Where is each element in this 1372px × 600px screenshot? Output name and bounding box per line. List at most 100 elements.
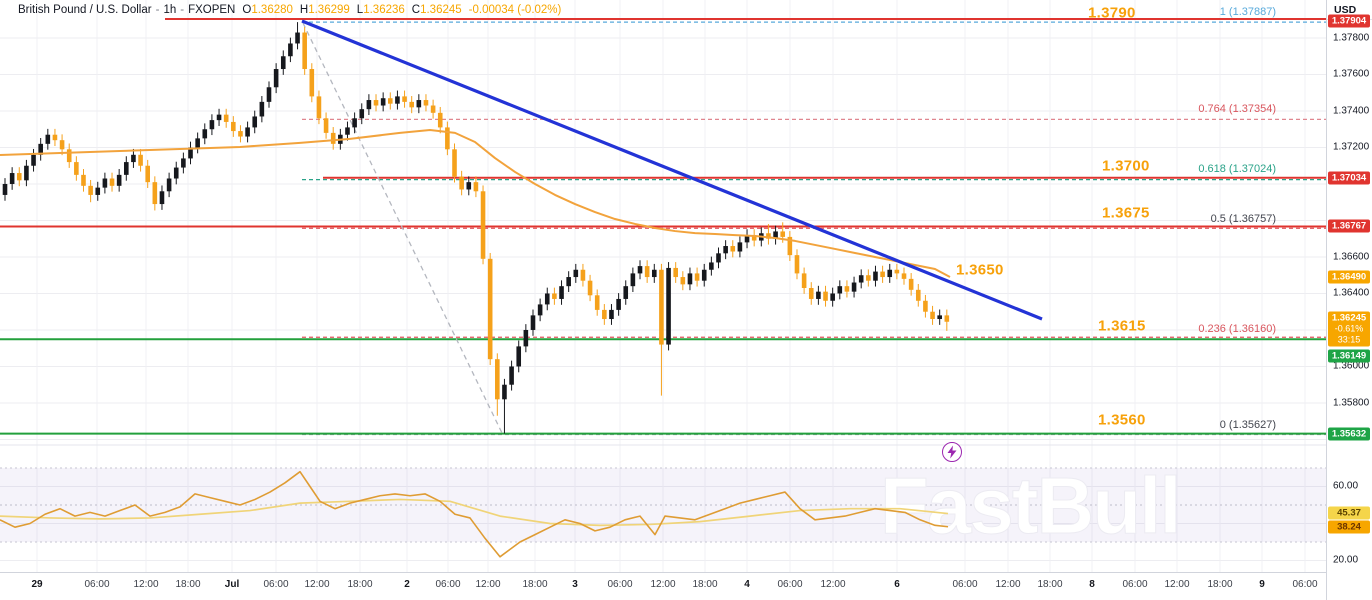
time-axis-tick: 8 <box>1089 579 1095 590</box>
candle-body <box>487 258 493 360</box>
candle-body <box>52 134 58 141</box>
price-axis[interactable]: USD 1.37800 1.37600 1.37400 1.37200 1.36600 1… <box>1326 0 1372 600</box>
candle-body <box>880 271 885 278</box>
candle-body <box>823 291 828 301</box>
time-axis-tick: 18:00 <box>175 579 201 590</box>
time-axis-tick: 12:00 <box>820 579 846 590</box>
candle-body <box>402 96 407 102</box>
candle-body <box>74 162 79 175</box>
symbol-legend: British Pound / U.S. Dollar -1h - FXOPEN O1.… <box>18 4 562 16</box>
fib-level-label: 0.5 (1.36757) <box>1210 213 1276 225</box>
price-axis-badge: 1.36767 <box>1328 219 1370 233</box>
price-level-label: 1.3675 <box>1102 204 1150 222</box>
candle-body <box>580 269 586 281</box>
candle-body <box>587 280 593 296</box>
candle-body <box>416 100 422 108</box>
candle-body <box>280 56 286 70</box>
candle-body <box>131 154 136 163</box>
fib-level-label: 1 (1.37887) <box>1219 6 1276 18</box>
candle-body <box>816 291 821 299</box>
price-level-label: 1.3650 <box>956 261 1004 279</box>
candle-body <box>637 266 643 274</box>
time-axis-tick: 06:00 <box>1292 579 1318 590</box>
candle-body <box>437 112 443 128</box>
candle-body <box>609 309 614 320</box>
economic-event-icon[interactable] <box>942 442 962 462</box>
candle-body <box>623 286 629 299</box>
price-axis-tick: 1.37600 <box>1333 68 1370 80</box>
candle-body <box>944 315 950 322</box>
candle-body <box>651 269 657 278</box>
chart-canvas[interactable]: FastBull <box>0 0 1326 572</box>
candle-body <box>866 275 871 281</box>
price-axis-badge: 1.35632 <box>1328 427 1370 441</box>
candle-body <box>59 140 65 150</box>
candle-body <box>808 288 814 299</box>
fib-level-label: 0.236 (1.36160) <box>1198 323 1276 335</box>
candle-body <box>773 231 778 239</box>
candle-body <box>552 293 557 299</box>
candle-body <box>202 129 208 139</box>
candle-body <box>238 131 243 137</box>
candle-body <box>181 158 186 168</box>
candle-body <box>537 304 543 316</box>
candle-body <box>330 132 336 144</box>
price-axis-tick: 1.37800 <box>1333 32 1370 44</box>
price-badge-subline: -0.61% <box>1334 323 1364 334</box>
candle-body <box>9 173 15 184</box>
time-axis-tick: 06:00 <box>952 579 978 590</box>
candle-body <box>844 286 850 292</box>
candle-body <box>116 174 122 186</box>
candle-body <box>602 309 607 320</box>
candle-body <box>66 149 72 163</box>
time-axis-tick: 12:00 <box>1164 579 1190 590</box>
candle-body <box>887 269 893 278</box>
candle-body <box>395 96 400 104</box>
candle-body <box>937 315 942 320</box>
time-axis-tick: 06:00 <box>263 579 289 590</box>
time-axis-tick: Jul <box>224 579 240 590</box>
time-axis[interactable]: 29 06:00 12:00 18:00 Jul 06:00 12:00 18:00 2 06:0… <box>0 572 1326 600</box>
price-axis-badge: 1.36149 <box>1328 349 1370 363</box>
candle-body <box>694 273 700 281</box>
time-axis-tick: 18:00 <box>1037 579 1063 590</box>
interval-label: 1h <box>163 4 177 16</box>
candle-body <box>81 174 86 186</box>
price-axis-tick: 20.00 <box>1333 554 1359 566</box>
symbol-title: British Pound / U.S. Dollar <box>18 4 152 16</box>
candle-body <box>466 182 472 190</box>
time-axis-tick: 06:00 <box>777 579 803 590</box>
candle-body <box>787 236 793 256</box>
candle-body <box>173 167 179 179</box>
chart-plot-area[interactable]: FastBull British Pound / U.S. Dollar -1h -… <box>0 0 1326 572</box>
candle-body <box>45 134 51 144</box>
candle-body <box>345 127 350 135</box>
candle-body <box>523 329 529 347</box>
candle-body <box>516 346 522 367</box>
candle-body <box>616 298 621 310</box>
candle-body <box>309 69 315 97</box>
candle-body <box>302 32 307 70</box>
time-axis-tick: 12:00 <box>995 579 1021 590</box>
candle-body <box>188 147 193 159</box>
candle-body <box>495 359 500 400</box>
fib-level-label: 0.618 (1.37024) <box>1198 163 1276 175</box>
rsi-line <box>0 470 949 558</box>
candle-body <box>901 273 907 279</box>
candle-body <box>830 293 835 301</box>
candle-body <box>352 118 357 128</box>
time-axis-tick: 18:00 <box>692 579 718 590</box>
candle-body <box>16 173 22 181</box>
candle-body <box>316 96 322 119</box>
candle-body <box>851 282 857 292</box>
candle-body <box>380 98 386 106</box>
candle-body <box>24 165 29 181</box>
candle-body <box>730 246 736 252</box>
candle-body <box>288 43 293 57</box>
candle-body <box>231 121 236 132</box>
candle-body <box>573 269 579 278</box>
time-axis-tick: 06:00 <box>435 579 461 590</box>
price-badge-subline: 33:15 <box>1337 334 1361 345</box>
candle-body <box>88 185 93 195</box>
